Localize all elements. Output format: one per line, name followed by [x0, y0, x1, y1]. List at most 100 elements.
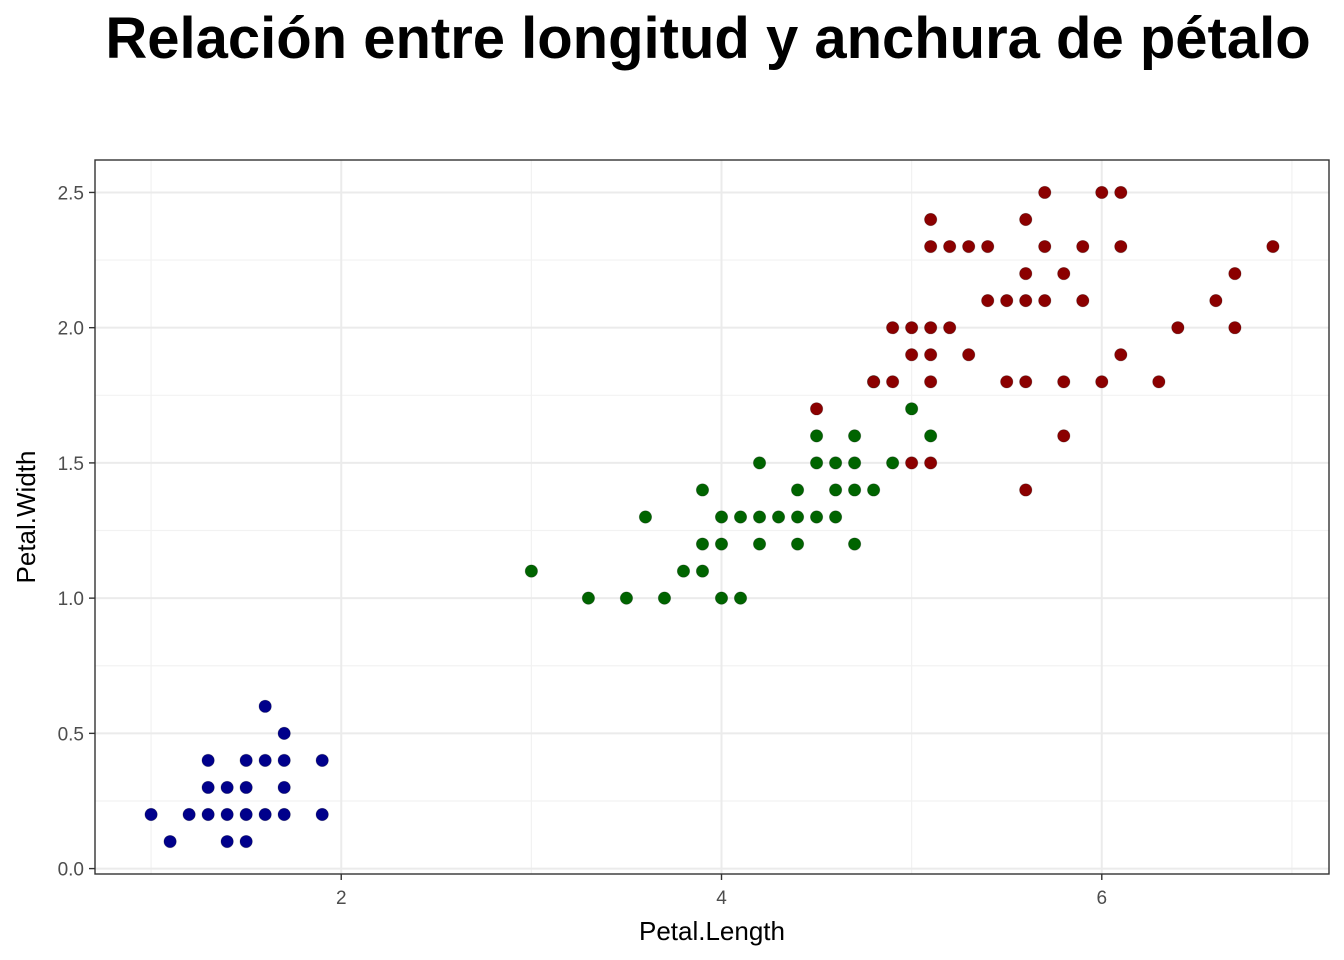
- data-point-series-2: [848, 456, 862, 470]
- data-point-series-1: [182, 807, 196, 822]
- plot-border: [94, 159, 1330, 875]
- grid-lines: [95, 160, 1329, 874]
- data-point-series-3: [1000, 375, 1014, 389]
- data-point-series-3: [1209, 294, 1223, 308]
- data-point-series-3: [1171, 321, 1185, 335]
- data-point-series-3: [1019, 266, 1033, 281]
- data-point-series-1: [277, 780, 291, 795]
- data-point-series-1: [220, 834, 234, 849]
- data-point-series-3: [924, 321, 938, 335]
- data-point-series-1: [258, 807, 272, 822]
- data-point-series-3: [924, 239, 938, 254]
- data-point-series-3: [905, 456, 919, 470]
- data-point-series-3: [1019, 375, 1033, 389]
- data-point-series-3: [905, 348, 919, 362]
- data-point-series-2: [657, 591, 672, 605]
- data-point-series-1: [144, 807, 158, 822]
- data-point-series-2: [809, 456, 824, 470]
- x-axis-label: Petal.Length: [639, 916, 785, 946]
- data-point-series-2: [809, 510, 824, 524]
- data-point-series-3: [924, 348, 938, 362]
- data-point-series-3: [924, 456, 938, 470]
- y-tick-label: 1.5: [58, 454, 84, 475]
- x-tick-label: 4: [716, 888, 727, 909]
- data-point-series-2: [581, 591, 596, 605]
- y-tick-label: 0.5: [58, 724, 84, 745]
- data-point-series-2: [733, 591, 748, 605]
- data-point-series-3: [1057, 429, 1071, 443]
- data-point-series-2: [886, 456, 900, 470]
- data-point-series-3: [886, 321, 900, 335]
- data-point-series-3: [1114, 185, 1128, 200]
- data-point-series-3: [809, 402, 824, 416]
- data-point-series-3: [1228, 266, 1242, 281]
- data-point-series-3: [943, 321, 957, 335]
- data-point-series-1: [277, 807, 291, 822]
- y-tick-label: 2.5: [58, 183, 84, 204]
- data-point-series-3: [905, 321, 919, 335]
- data-point-series-2: [733, 510, 748, 524]
- data-point-series-3: [1114, 239, 1128, 254]
- data-point-series-3: [1038, 185, 1052, 200]
- data-point-series-1: [315, 753, 329, 768]
- data-point-series-3: [924, 212, 938, 227]
- data-point-series-3: [1057, 375, 1071, 389]
- data-point-series-3: [867, 375, 881, 389]
- data-point-series-1: [220, 780, 234, 795]
- data-point-series-3: [1057, 266, 1071, 281]
- y-tick-label: 0.0: [58, 860, 84, 881]
- plot-background: [95, 160, 1329, 874]
- data-point-series-3: [943, 239, 957, 254]
- data-point-series-1: [258, 753, 272, 768]
- data-point-series-2: [695, 564, 710, 578]
- data-point-series-3: [1095, 185, 1109, 200]
- data-point-series-2: [619, 591, 634, 605]
- y-tick-label: 2.0: [58, 319, 84, 340]
- data-point-series-1: [239, 753, 253, 768]
- data-point-series-2: [714, 537, 729, 551]
- data-point-series-2: [790, 510, 805, 524]
- y-axis-label: Petal.Width: [11, 451, 41, 584]
- data-point-series-1: [277, 726, 291, 740]
- data-point-series-3: [1019, 212, 1033, 227]
- data-point-series-3: [886, 375, 900, 389]
- data-point-series-2: [828, 483, 843, 497]
- data-point-series-2: [790, 537, 805, 551]
- data-point-series-3: [1228, 321, 1242, 335]
- data-point-series-3: [924, 375, 938, 389]
- data-point-series-2: [695, 483, 710, 497]
- x-tick-label: 6: [1096, 888, 1107, 909]
- data-point-series-3: [1038, 294, 1052, 308]
- data-point-series-3: [1076, 239, 1090, 254]
- data-point-series-2: [924, 429, 938, 443]
- data-point-series-3: [1076, 294, 1090, 308]
- data-point-series-1: [239, 780, 253, 795]
- data-point-series-1: [239, 807, 253, 822]
- data-point-series-2: [790, 483, 805, 497]
- data-point-series-3: [1019, 483, 1033, 497]
- data-point-series-2: [676, 564, 691, 578]
- data-point-series-3: [962, 239, 976, 254]
- data-point-series-3: [1038, 239, 1052, 254]
- data-point-series-2: [752, 510, 767, 524]
- data-point-series-3: [981, 294, 995, 308]
- data-point-series-2: [848, 429, 862, 443]
- data-point-series-2: [848, 483, 862, 497]
- data-point-series-2: [771, 510, 786, 524]
- data-point-series-1: [163, 834, 177, 849]
- data-point-series-2: [524, 564, 538, 578]
- data-point-series-3: [1000, 294, 1014, 308]
- data-point-series-3: [1152, 375, 1166, 389]
- data-point-series-3: [1095, 375, 1109, 389]
- x-axis-ticks: 2 4 6: [336, 874, 1107, 909]
- data-point-series-2: [828, 456, 843, 470]
- data-point-series-1: [201, 753, 215, 768]
- data-point-series-1: [201, 807, 215, 822]
- data-point-series-2: [695, 537, 710, 551]
- data-point-series-2: [867, 483, 881, 497]
- data-point-series-3: [981, 239, 995, 254]
- x-tick-label: 2: [336, 888, 347, 909]
- data-point-series-1: [201, 780, 215, 795]
- data-point-series-1: [239, 834, 253, 849]
- y-axis-ticks: 0.0 0.5 1.0 1.5 2.0 2.5: [58, 183, 95, 881]
